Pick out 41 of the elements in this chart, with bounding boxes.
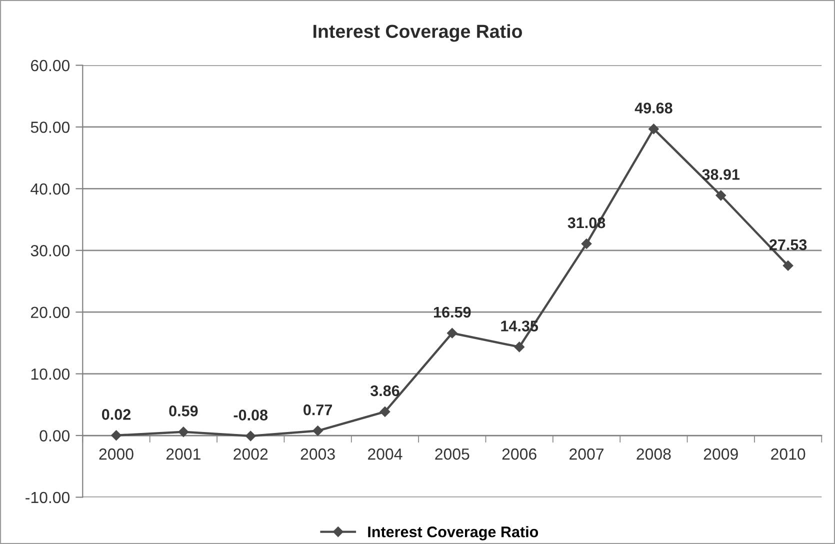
- x-tick-label: 2000: [99, 448, 134, 460]
- point: [447, 328, 458, 338]
- y-tick-label: 30.00: [30, 245, 70, 256]
- data-label: 0.59: [169, 406, 198, 416]
- x-tick-label: 2006: [502, 448, 536, 460]
- x-tick-label: 2005: [435, 448, 470, 460]
- x-tick-label: 2007: [570, 448, 604, 460]
- y-tick-label: -10.00: [26, 492, 70, 504]
- data-label: 49.68: [634, 102, 672, 114]
- data-label: 16.59: [434, 306, 471, 318]
- chart-title: Interest Coverage Ratio: [314, 24, 522, 42]
- y-tick-label: 50.00: [30, 122, 70, 133]
- legend-label: Interest Coverage Ratio: [368, 526, 538, 540]
- point: [782, 260, 794, 271]
- x-tick-label: 2010: [771, 448, 806, 460]
- point: [312, 426, 323, 436]
- data-label: 27.53: [769, 239, 807, 250]
- point: [514, 342, 524, 352]
- data-label: -0.08: [234, 410, 268, 420]
- y-tick-label: 10.00: [31, 368, 70, 380]
- point: [178, 426, 189, 437]
- x-tick-label: 2001: [166, 448, 200, 460]
- point: [246, 430, 256, 442]
- data-label: 0.02: [102, 409, 131, 420]
- y-tick-label: 0.00: [40, 430, 70, 442]
- y-tick-label: 60.00: [31, 60, 70, 72]
- point: [581, 238, 592, 249]
- x-tick-label: 2004: [368, 448, 402, 460]
- x-tick-label: 2009: [704, 448, 738, 460]
- data-label: 3.86: [370, 385, 400, 396]
- x-tick-label: 2002: [234, 448, 268, 460]
- point: [648, 124, 659, 134]
- point: [111, 430, 122, 440]
- data-label: 0.77: [304, 404, 332, 416]
- data-label: 38.91: [702, 169, 740, 180]
- y-tick-label: 40.00: [30, 183, 70, 195]
- point: [380, 406, 390, 417]
- x-tick-label: 2003: [300, 448, 335, 460]
- x-tick-label: 2008: [636, 448, 671, 460]
- point: [716, 190, 726, 201]
- y-tick-label: 20.00: [31, 306, 70, 318]
